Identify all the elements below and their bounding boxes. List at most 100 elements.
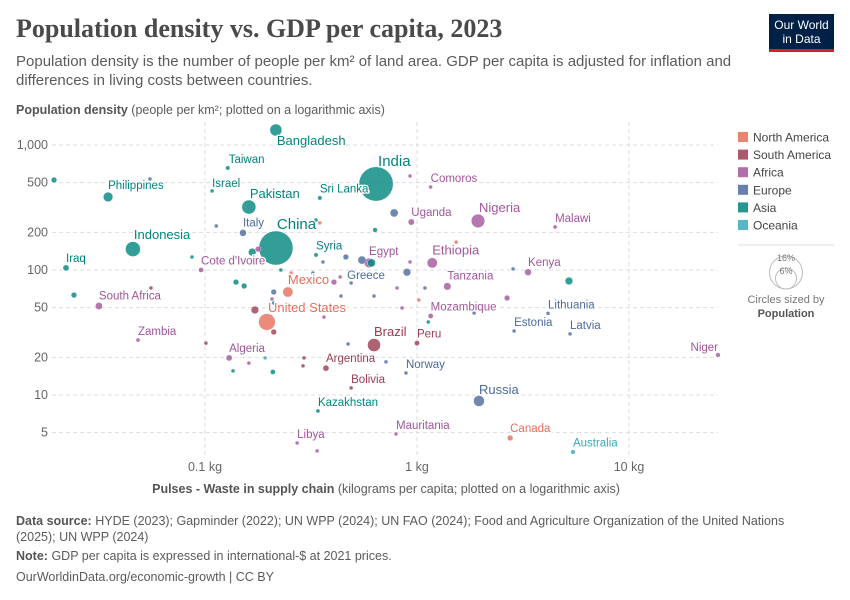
- footer-url[interactable]: OurWorldinData.org/economic-growth | CC …: [16, 570, 274, 584]
- point-kenya[interactable]: [524, 268, 532, 276]
- point-niger[interactable]: [715, 352, 721, 358]
- point[interactable]: [214, 223, 219, 229]
- point[interactable]: [338, 293, 344, 299]
- point[interactable]: [270, 369, 276, 375]
- point[interactable]: [189, 254, 195, 260]
- point-israel[interactable]: [209, 188, 215, 194]
- point-indonesia[interactable]: [125, 241, 141, 257]
- legend-swatch[interactable]: [738, 220, 748, 230]
- point-iraq[interactable]: [62, 264, 70, 272]
- point[interactable]: [262, 355, 268, 361]
- point-pakistan[interactable]: [241, 199, 257, 215]
- point[interactable]: [357, 255, 367, 265]
- point-norway[interactable]: [403, 370, 409, 376]
- point[interactable]: [248, 248, 257, 257]
- legend-swatch[interactable]: [738, 149, 748, 160]
- point[interactable]: [345, 341, 351, 347]
- point-nigeria[interactable]: [471, 213, 486, 228]
- point[interactable]: [147, 176, 153, 182]
- point[interactable]: [342, 253, 349, 261]
- point-taiwan[interactable]: [225, 165, 231, 171]
- point[interactable]: [321, 314, 327, 320]
- point[interactable]: [402, 268, 412, 277]
- point[interactable]: [246, 360, 252, 366]
- point[interactable]: [278, 267, 284, 273]
- legend-item[interactable]: Asia: [753, 201, 777, 215]
- point[interactable]: [232, 279, 240, 286]
- point[interactable]: [269, 296, 275, 302]
- point-latvia[interactable]: [567, 331, 573, 337]
- legend-swatch[interactable]: [738, 202, 748, 213]
- point-italy[interactable]: [239, 229, 247, 237]
- point-algeria[interactable]: [225, 354, 233, 362]
- point[interactable]: [330, 279, 338, 286]
- point[interactable]: [203, 340, 209, 346]
- point-sri-lanka[interactable]: [317, 195, 323, 201]
- point-cote-d-ivoire[interactable]: [198, 267, 204, 273]
- point-ethiopia[interactable]: [426, 257, 438, 269]
- legend-item[interactable]: Oceania: [753, 219, 798, 233]
- point-philippines[interactable]: [103, 191, 114, 202]
- point[interactable]: [564, 276, 574, 286]
- point-bangladesh[interactable]: [269, 123, 283, 137]
- point-united-states[interactable]: [258, 313, 276, 331]
- point[interactable]: [371, 293, 377, 299]
- point[interactable]: [367, 258, 376, 268]
- legend-item[interactable]: South America: [753, 148, 831, 162]
- point-brazil[interactable]: [367, 338, 381, 352]
- point[interactable]: [271, 300, 276, 306]
- point[interactable]: [270, 288, 277, 296]
- point[interactable]: [504, 294, 511, 302]
- point-kazakhstan[interactable]: [315, 408, 321, 414]
- point[interactable]: [255, 246, 262, 253]
- point-south-africa[interactable]: [95, 302, 103, 310]
- owid-logo[interactable]: Our World in Data: [769, 14, 834, 52]
- point-estonia[interactable]: [511, 328, 517, 334]
- point[interactable]: [317, 220, 323, 226]
- point[interactable]: [389, 208, 399, 218]
- legend-swatch[interactable]: [738, 167, 748, 178]
- legend-swatch[interactable]: [738, 184, 748, 195]
- point[interactable]: [372, 227, 378, 233]
- legend-swatch[interactable]: [738, 132, 748, 142]
- point[interactable]: [301, 355, 307, 361]
- point[interactable]: [471, 310, 477, 316]
- point[interactable]: [70, 292, 78, 299]
- point[interactable]: [250, 305, 259, 315]
- point-zambia[interactable]: [135, 337, 141, 343]
- point[interactable]: [310, 270, 316, 276]
- point-russia[interactable]: [473, 395, 485, 407]
- point[interactable]: [426, 319, 431, 325]
- point[interactable]: [241, 282, 248, 290]
- point-india[interactable]: [358, 166, 394, 202]
- point[interactable]: [407, 173, 413, 179]
- legend-item[interactable]: Europe: [753, 183, 792, 197]
- point[interactable]: [422, 285, 428, 291]
- point-comoros[interactable]: [428, 184, 433, 190]
- point-mexico[interactable]: [282, 286, 294, 298]
- point[interactable]: [394, 285, 400, 291]
- point[interactable]: [314, 448, 320, 454]
- point[interactable]: [320, 259, 326, 265]
- point[interactable]: [300, 363, 306, 369]
- point-peru[interactable]: [414, 340, 420, 346]
- point[interactable]: [416, 297, 422, 303]
- point[interactable]: [383, 359, 389, 365]
- point[interactable]: [50, 176, 58, 184]
- legend-item[interactable]: North America: [753, 131, 829, 145]
- point-syria[interactable]: [313, 252, 319, 258]
- point-mozambique[interactable]: [427, 313, 434, 319]
- point[interactable]: [288, 270, 294, 276]
- point-argentina[interactable]: [322, 364, 330, 372]
- point-bolivia[interactable]: [348, 385, 354, 391]
- point[interactable]: [407, 259, 413, 265]
- legend-item[interactable]: Africa: [753, 166, 784, 180]
- point-canada[interactable]: [507, 434, 514, 442]
- point[interactable]: [510, 266, 516, 272]
- point[interactable]: [453, 239, 459, 245]
- point-lithuania[interactable]: [545, 311, 551, 316]
- point-tanzania[interactable]: [443, 282, 452, 291]
- point-australia[interactable]: [570, 449, 576, 455]
- point[interactable]: [337, 274, 343, 280]
- point[interactable]: [230, 368, 236, 374]
